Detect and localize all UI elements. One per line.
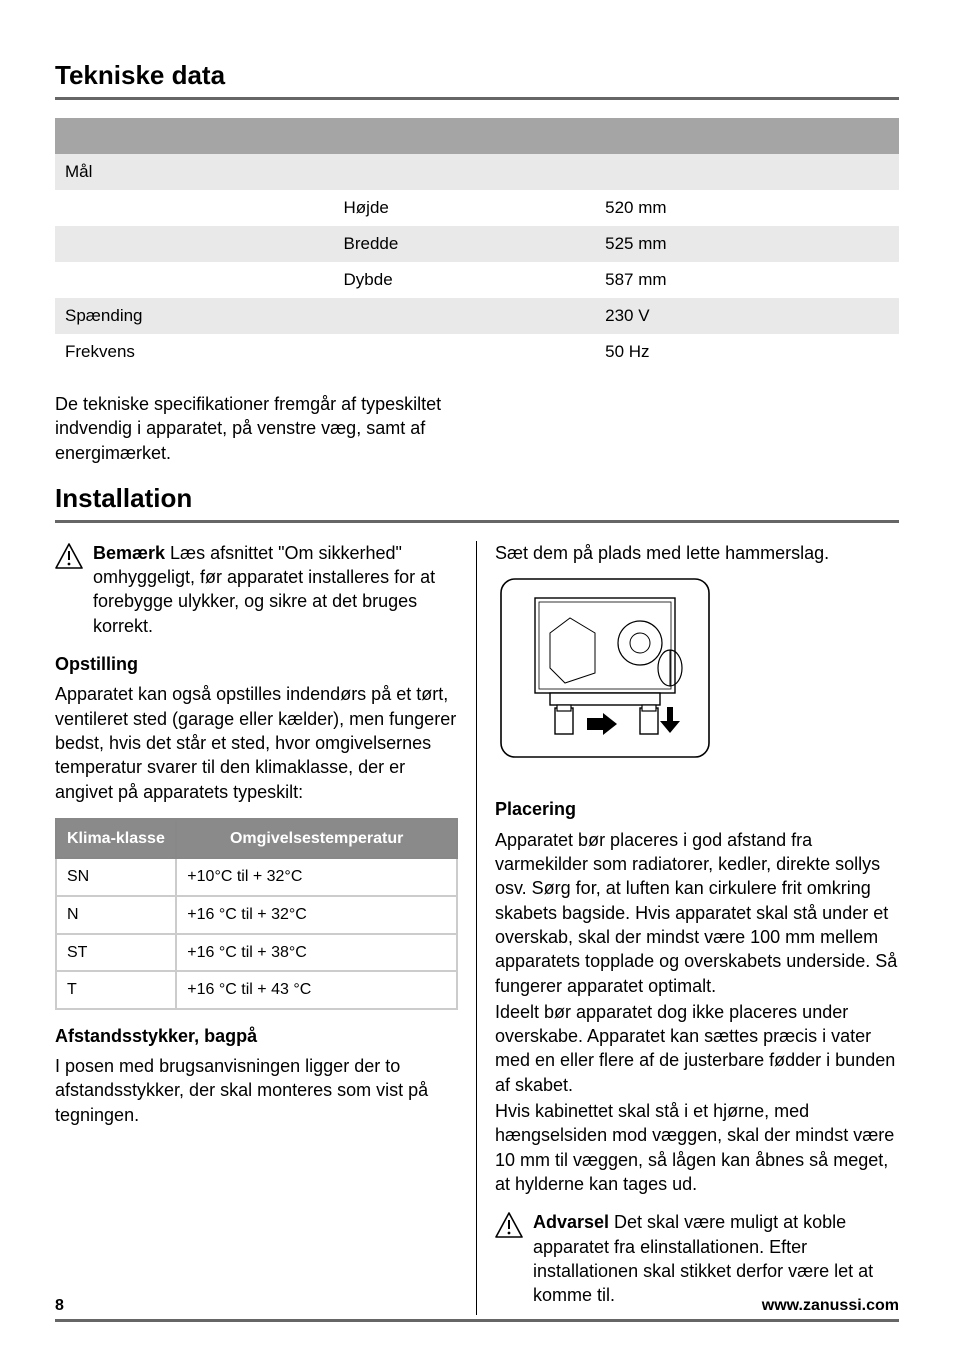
opstilling-text: Apparatet kan også opstilles indendørs p… xyxy=(55,682,458,803)
spec-cell xyxy=(334,118,596,154)
klima-cell: SN xyxy=(56,858,176,896)
spec-cell: Spænding xyxy=(55,298,334,334)
klima-cell: ST xyxy=(56,934,176,972)
spec-cell xyxy=(55,118,334,154)
spec-cell: Mål xyxy=(55,154,334,190)
spec-cell: Dybde xyxy=(334,262,596,298)
spec-cell: 525 mm xyxy=(595,226,899,262)
section-title-installation: Installation xyxy=(55,483,899,514)
two-column-layout: Bemærk Læs afsnittet "Om sikkerhed" omhy… xyxy=(55,541,899,1316)
spec-cell: 230 V xyxy=(595,298,899,334)
afstand-heading: Afstandsstykker, bagpå xyxy=(55,1024,458,1048)
klima-cell: +16 °C til + 32°C xyxy=(176,896,457,934)
section-title-tekniske: Tekniske data xyxy=(55,60,899,91)
section-rule xyxy=(55,97,899,100)
spec-cell: Frekvens xyxy=(55,334,334,370)
klima-table: Klima-klasse Omgivelsestemperatur SN+10°… xyxy=(55,818,458,1010)
spec-cell xyxy=(55,190,334,226)
page-footer: 8 www.zanussi.com xyxy=(55,1297,899,1322)
placering-p3: Hvis kabinettet skal stå i et hjørne, me… xyxy=(495,1099,899,1196)
right-column: Sæt dem på plads med lette hammerslag. P… xyxy=(477,541,899,1316)
spec-cell xyxy=(334,298,596,334)
warning-icon xyxy=(55,543,83,575)
page-number: 8 xyxy=(55,1297,64,1315)
klima-cell: T xyxy=(56,971,176,1009)
spec-cell xyxy=(55,226,334,262)
left-column: Bemærk Læs afsnittet "Om sikkerhed" omhy… xyxy=(55,541,477,1316)
klima-cell: N xyxy=(56,896,176,934)
klima-cell: +16 °C til + 38°C xyxy=(176,934,457,972)
spec-cell xyxy=(595,154,899,190)
klima-cell: +10°C til + 32°C xyxy=(176,858,457,896)
placering-heading: Placering xyxy=(495,797,899,821)
warning-block: Advarsel Det skal være muligt at koble a… xyxy=(495,1210,899,1307)
right-intro: Sæt dem på plads med lette hammerslag. xyxy=(495,541,899,565)
spec-cell: 50 Hz xyxy=(595,334,899,370)
spec-cell: 520 mm xyxy=(595,190,899,226)
spec-table: MålHøjde520 mmBredde525 mmDybde587 mm Spæ… xyxy=(55,118,899,370)
note-text: Bemærk Læs afsnittet "Om sikkerhed" omhy… xyxy=(93,541,458,638)
spec-cell: Højde xyxy=(334,190,596,226)
spec-footnote: De tekniske specifikationer fremgår af t… xyxy=(55,392,475,465)
spec-cell: 587 mm xyxy=(595,262,899,298)
placering-p2: Ideelt bør apparatet dog ikke placeres u… xyxy=(495,1000,899,1097)
spec-cell: Bredde xyxy=(334,226,596,262)
spacer-diagram xyxy=(495,573,715,763)
section-rule xyxy=(55,520,899,523)
spec-cell xyxy=(55,262,334,298)
klima-cell: +16 °C til + 43 °C xyxy=(176,971,457,1009)
afstand-text: I posen med brugsanvisningen ligger der … xyxy=(55,1054,458,1127)
warning-icon xyxy=(495,1212,523,1244)
klima-header-temp: Omgivelsestemperatur xyxy=(176,819,457,859)
klima-header-class: Klima-klasse xyxy=(56,819,176,859)
spec-cell xyxy=(334,334,596,370)
warning-text: Advarsel Det skal være muligt at koble a… xyxy=(533,1210,899,1307)
opstilling-heading: Opstilling xyxy=(55,652,458,676)
spec-cell xyxy=(334,154,596,190)
spec-cell xyxy=(595,118,899,154)
note-block: Bemærk Læs afsnittet "Om sikkerhed" omhy… xyxy=(55,541,458,638)
footer-url: www.zanussi.com xyxy=(762,1297,899,1315)
placering-p1: Apparatet bør placeres i god afstand fra… xyxy=(495,828,899,998)
